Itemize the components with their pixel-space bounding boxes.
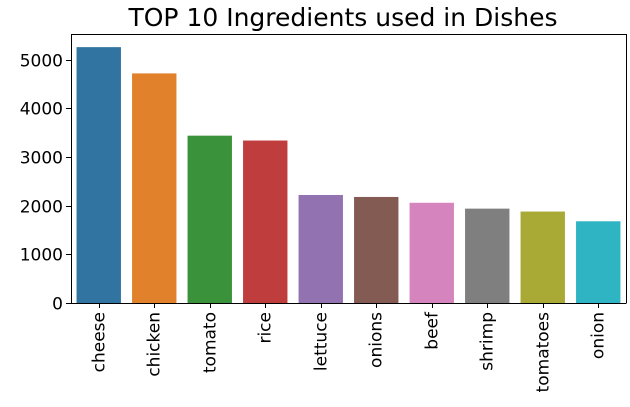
axes-layer xyxy=(71,34,627,304)
x-tick-label-tomato: tomato xyxy=(201,312,221,373)
x-tick-label-lettuce: lettuce xyxy=(312,312,332,371)
x-tick-label-onion: onion xyxy=(589,312,609,359)
x-tick-label-chicken: chicken xyxy=(145,312,165,377)
x-axis-ticks: cheese chicken tomato rice lettuce onions beef… xyxy=(90,303,609,392)
x-tick-label-cheese: cheese xyxy=(90,312,110,372)
bar-tomatoes xyxy=(520,211,565,303)
x-tick-label-shrimp: shrimp xyxy=(478,312,498,371)
bar-onions xyxy=(354,196,399,303)
y-tick-label: 4000 xyxy=(20,100,63,120)
y-tick-label: 5000 xyxy=(20,52,63,72)
bar-shrimp xyxy=(465,208,510,303)
bar-beef xyxy=(409,202,454,303)
y-tick-label: 3000 xyxy=(20,149,63,169)
bar-cheese xyxy=(76,47,121,303)
bar-chicken xyxy=(132,73,177,304)
bar-lettuce xyxy=(298,195,343,303)
y-tick-label: 2000 xyxy=(20,198,63,218)
y-tick-label: 1000 xyxy=(20,246,63,266)
x-tick-label-tomatoes: tomatoes xyxy=(534,312,554,393)
bar-onion xyxy=(576,221,621,303)
chart-title: TOP 10 Ingredients used in Dishes xyxy=(127,3,557,32)
y-tick-label: 0 xyxy=(52,295,63,315)
y-axis-ticks: 0 1000 2000 3000 4000 5000 xyxy=(20,52,71,315)
bar-rice xyxy=(243,140,288,303)
x-tick-label-beef: beef xyxy=(423,311,443,350)
x-tick-label-onions: onions xyxy=(367,312,387,368)
x-tick-label-rice: rice xyxy=(256,312,276,344)
bars-layer xyxy=(76,47,621,304)
bar-tomato xyxy=(187,135,232,303)
